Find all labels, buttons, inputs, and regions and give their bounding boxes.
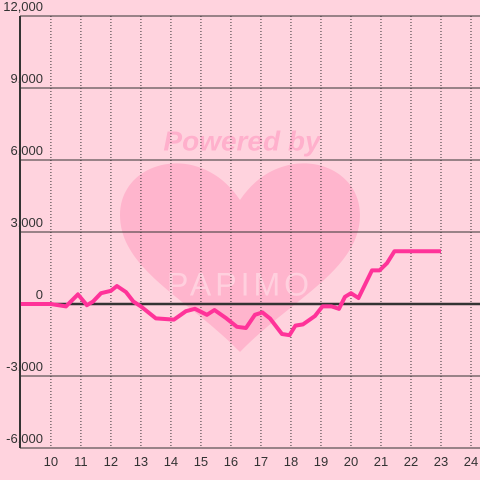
x-tick-label: 14 [164,454,178,469]
x-tick-label: 15 [194,454,208,469]
y-tick-label: 3,000 [10,215,43,230]
watermark-text: PAPIMO [167,266,313,302]
heart [120,163,360,352]
x-tick-label: 19 [314,454,328,469]
watermark: Powered by PAPIMO [120,125,360,352]
x-tick-label: 23 [434,454,448,469]
x-tick-label: 20 [344,454,358,469]
y-tick-label: -6,000 [6,431,43,446]
x-tick-label: 10 [44,454,58,469]
y-tick-label: 9,000 [10,71,43,86]
watermark-text: Powered by [163,125,322,156]
line [20,249,441,338]
x-tick-label: 18 [284,454,298,469]
x-tick-label: 21 [374,454,388,469]
x-tick-label: 17 [254,454,268,469]
y-tick-label: -3,000 [6,359,43,374]
x-tick-label: 13 [134,454,148,469]
x-tick-label: 22 [404,454,418,469]
x-tick-label: 11 [74,454,88,469]
x-tick-label: 12 [104,454,118,469]
y-tick-label: 6,000 [10,143,43,158]
x-tick-label: 16 [224,454,238,469]
x-tick-label: 24 [464,454,478,469]
y-tick-label: 12,000 [3,0,43,14]
y-tick-label: 0 [36,287,43,302]
